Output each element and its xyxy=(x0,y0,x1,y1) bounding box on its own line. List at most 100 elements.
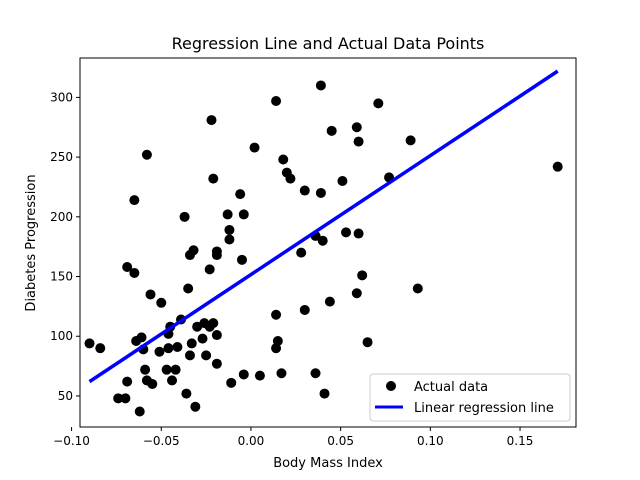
data-point xyxy=(235,189,246,200)
chart-title: Regression Line and Actual Data Points xyxy=(172,34,485,53)
data-point xyxy=(136,332,147,343)
data-point xyxy=(412,283,423,294)
data-point xyxy=(278,154,289,165)
legend-label-actual-data: Actual data xyxy=(414,380,488,395)
data-point xyxy=(254,370,265,381)
data-point xyxy=(154,346,165,357)
data-point xyxy=(310,368,321,379)
data-point xyxy=(201,350,212,361)
x-axis-label: Body Mass Index xyxy=(273,456,383,471)
data-point xyxy=(188,245,199,256)
y-tick-label: 100 xyxy=(50,329,73,343)
data-point xyxy=(206,115,217,126)
x-tick-label: 0.15 xyxy=(507,434,534,448)
data-point xyxy=(211,358,222,369)
data-point xyxy=(317,235,328,246)
data-point xyxy=(222,209,233,220)
legend: Actual data Linear regression line xyxy=(369,373,571,422)
data-point xyxy=(211,246,222,257)
data-point xyxy=(186,338,197,349)
data-point xyxy=(271,309,282,320)
data-point xyxy=(141,149,152,160)
data-point xyxy=(353,136,364,147)
data-point xyxy=(341,227,352,238)
data-point xyxy=(134,406,145,417)
data-point xyxy=(95,343,106,354)
data-point xyxy=(167,375,178,386)
data-point xyxy=(236,254,247,265)
x-axis: −0.10 −0.05 0.00 0.05 0.10 0.15 xyxy=(53,427,533,448)
data-point xyxy=(326,125,337,136)
y-axis-label: Diabetes Progression xyxy=(24,174,39,311)
data-point xyxy=(120,393,131,404)
data-point xyxy=(226,377,237,388)
data-point xyxy=(299,185,310,196)
data-point xyxy=(285,173,296,184)
x-tick-label: 0.10 xyxy=(417,434,444,448)
data-point xyxy=(140,364,151,375)
data-point xyxy=(362,337,373,348)
data-point xyxy=(351,288,362,299)
y-tick-label: 300 xyxy=(50,90,73,104)
data-point xyxy=(156,297,167,308)
data-point xyxy=(163,343,174,354)
data-point xyxy=(296,247,307,258)
data-point xyxy=(238,209,249,220)
data-point xyxy=(315,187,326,198)
data-point xyxy=(208,318,219,329)
plot-frame xyxy=(79,57,577,428)
data-point xyxy=(238,369,249,380)
y-axis: 50 100 150 200 250 300 xyxy=(50,90,80,403)
data-point xyxy=(181,388,192,399)
data-point xyxy=(353,228,364,239)
data-point xyxy=(197,333,208,344)
y-tick-label: 50 xyxy=(58,389,73,403)
data-point xyxy=(129,267,140,278)
data-point xyxy=(122,376,133,387)
data-point xyxy=(122,261,133,272)
data-point xyxy=(184,350,195,361)
data-point xyxy=(145,289,156,300)
x-tick-label: −0.05 xyxy=(143,434,180,448)
data-point xyxy=(405,135,416,146)
data-point xyxy=(113,393,124,404)
x-tick-label: 0.05 xyxy=(327,434,354,448)
data-point xyxy=(179,211,190,222)
data-point xyxy=(170,364,181,375)
regression-line xyxy=(88,69,559,384)
data-point xyxy=(315,80,326,91)
data-point xyxy=(208,173,219,184)
data-point xyxy=(552,161,563,172)
regression-line-group xyxy=(88,69,559,384)
data-point xyxy=(271,95,282,106)
data-point xyxy=(190,401,201,412)
data-point xyxy=(211,330,222,341)
data-point xyxy=(357,270,368,281)
data-point xyxy=(299,304,310,315)
legend-label-regression-line: Linear regression line xyxy=(414,401,554,416)
data-point xyxy=(224,234,235,245)
data-point xyxy=(161,364,172,375)
y-tick-label: 250 xyxy=(50,150,73,164)
data-point xyxy=(324,296,335,307)
data-point xyxy=(172,341,183,352)
scatter-points xyxy=(84,80,563,417)
x-tick-label: 0.00 xyxy=(238,434,265,448)
data-point xyxy=(276,368,287,379)
data-point xyxy=(272,336,283,347)
x-tick-label: −0.10 xyxy=(53,434,90,448)
data-point xyxy=(373,98,384,109)
data-point xyxy=(351,122,362,133)
data-point xyxy=(249,142,260,153)
data-point xyxy=(204,264,215,275)
data-point xyxy=(84,338,95,349)
data-point xyxy=(183,283,194,294)
legend-marker-actual-data xyxy=(386,381,396,391)
data-point xyxy=(129,195,140,206)
data-point xyxy=(147,379,158,390)
y-tick-label: 150 xyxy=(50,270,73,284)
legend-box xyxy=(369,373,571,422)
data-point xyxy=(319,388,330,399)
y-tick-label: 200 xyxy=(50,210,73,224)
